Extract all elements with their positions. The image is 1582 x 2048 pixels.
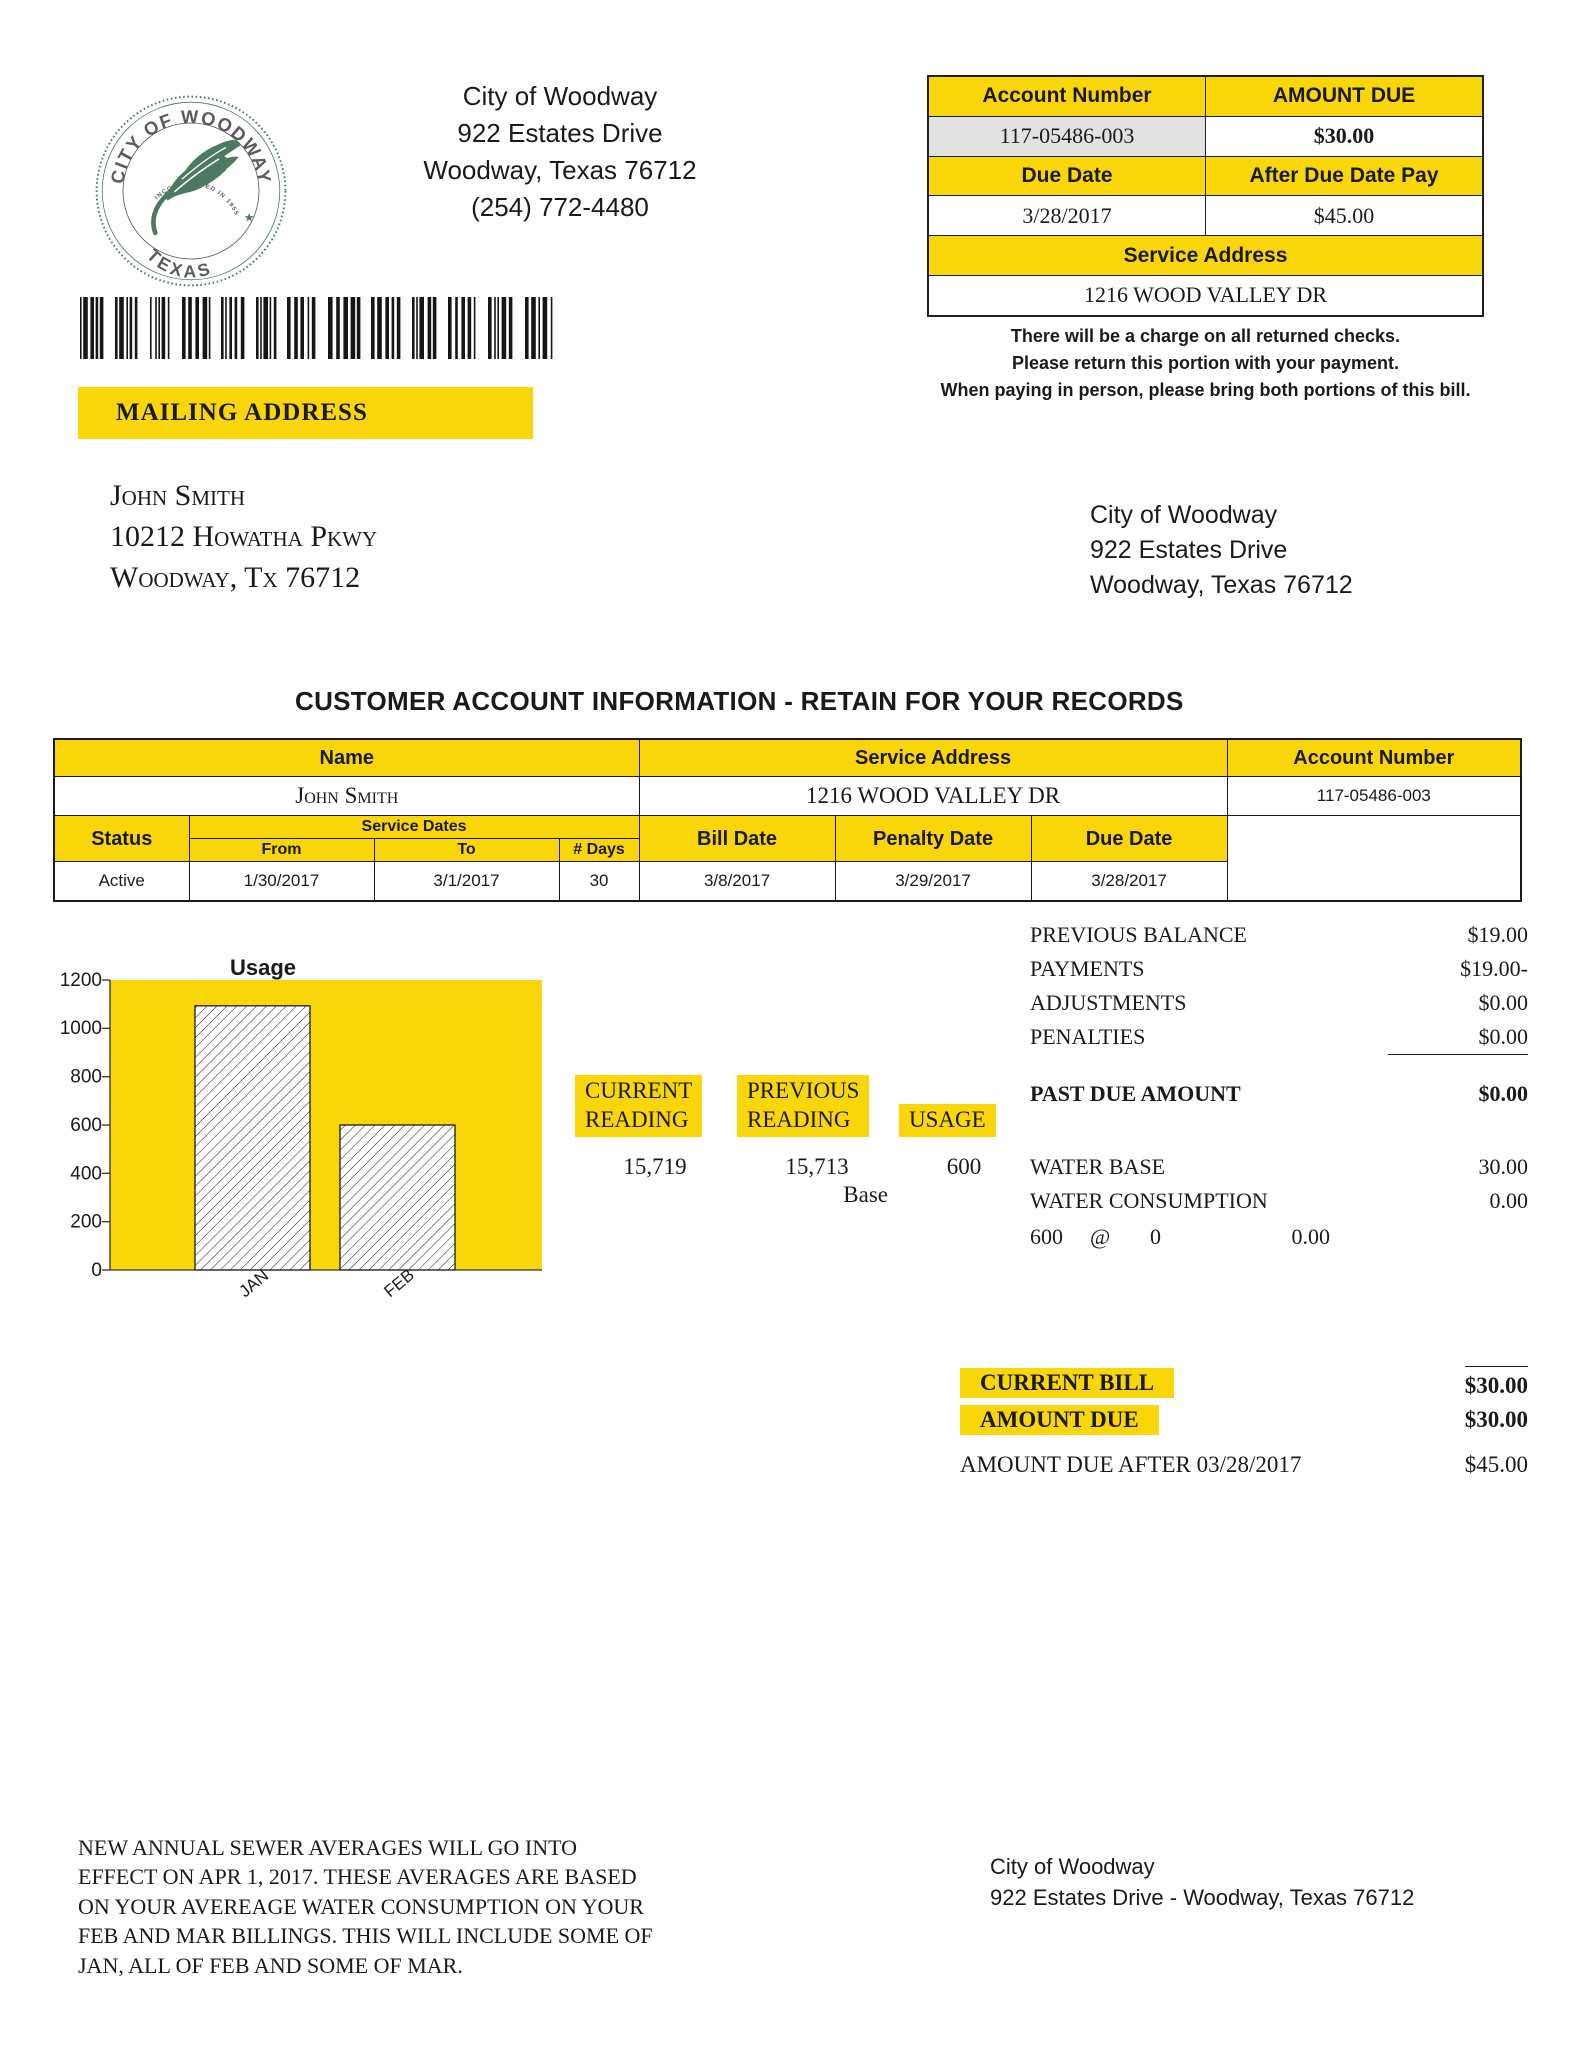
svg-text:TEXAS: TEXAS: [143, 245, 215, 282]
svg-text:JAN: JAN: [235, 1266, 272, 1301]
svg-text:0: 0: [91, 1260, 102, 1281]
svg-text:Usage: Usage: [230, 955, 296, 980]
svg-text:1000: 1000: [60, 1018, 102, 1039]
svg-text:400: 400: [70, 1163, 102, 1184]
svg-text:800: 800: [70, 1067, 102, 1088]
svg-text:1200: 1200: [60, 970, 102, 991]
svg-text:★: ★: [244, 210, 255, 224]
svg-text:200: 200: [70, 1212, 102, 1233]
svg-text:600: 600: [70, 1115, 102, 1136]
